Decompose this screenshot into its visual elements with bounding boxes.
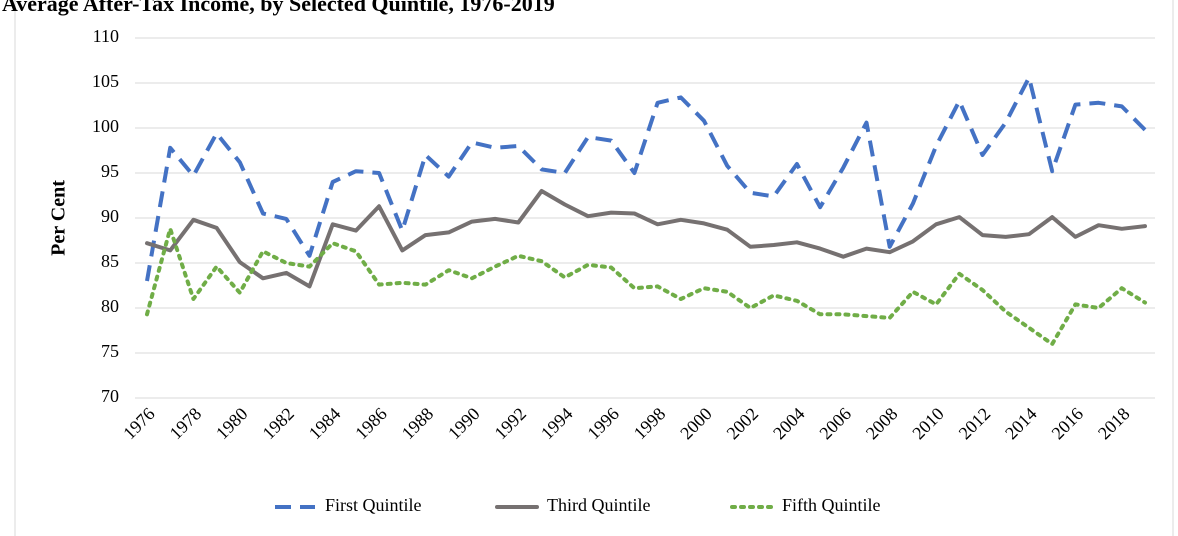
series-line bbox=[145, 75, 1147, 282]
y-axis-label: Per Cent bbox=[48, 180, 70, 256]
x-tick-label: 2006 bbox=[815, 404, 855, 444]
x-tick-label: 1994 bbox=[537, 404, 577, 444]
x-tick-label: 1986 bbox=[351, 404, 391, 444]
y-tick-label: 70 bbox=[101, 386, 119, 406]
x-tick-label: 1976 bbox=[119, 404, 159, 444]
series-line bbox=[145, 226, 1147, 346]
y-tick-label: 90 bbox=[101, 206, 119, 226]
chart-title: Average After-Tax Income, by Selected Qu… bbox=[2, 0, 555, 16]
x-tick-label: 2016 bbox=[1048, 404, 1088, 444]
x-tick-label: 2018 bbox=[1094, 404, 1134, 444]
x-tick-label: 1992 bbox=[490, 404, 530, 444]
x-tick-label: 1980 bbox=[212, 404, 252, 444]
x-tick-label: 1982 bbox=[258, 404, 298, 444]
x-tick-label: 2002 bbox=[723, 404, 763, 444]
y-tick-label: 75 bbox=[101, 341, 119, 361]
x-tick-label: 2000 bbox=[676, 404, 716, 444]
x-tick-label: 1984 bbox=[305, 404, 345, 444]
y-tick-label: 95 bbox=[101, 161, 119, 181]
y-tick-label: 110 bbox=[93, 26, 119, 46]
y-tick-label: 80 bbox=[101, 296, 119, 316]
x-tick-label: 2004 bbox=[769, 404, 809, 444]
legend-label: Third Quintile bbox=[547, 495, 650, 515]
x-tick-label: 1978 bbox=[166, 404, 206, 444]
x-tick-label: 2014 bbox=[1001, 404, 1041, 444]
y-tick-label: 100 bbox=[92, 116, 119, 136]
x-tick-label: 1988 bbox=[398, 404, 438, 444]
x-tick-label: 2008 bbox=[862, 404, 902, 444]
y-tick-label: 105 bbox=[92, 71, 119, 91]
x-tick-label: 1996 bbox=[583, 404, 623, 444]
y-tick-label: 85 bbox=[101, 251, 119, 271]
chart-border bbox=[14, 0, 1174, 536]
legend-label: Fifth Quintile bbox=[782, 495, 881, 515]
legend-label: First Quintile bbox=[325, 495, 422, 515]
x-tick-label: 2012 bbox=[955, 404, 995, 444]
x-tick-label: 2010 bbox=[908, 404, 948, 444]
series-line bbox=[145, 189, 1147, 289]
x-tick-label: 1990 bbox=[444, 404, 484, 444]
x-tick-label: 1998 bbox=[630, 404, 670, 444]
